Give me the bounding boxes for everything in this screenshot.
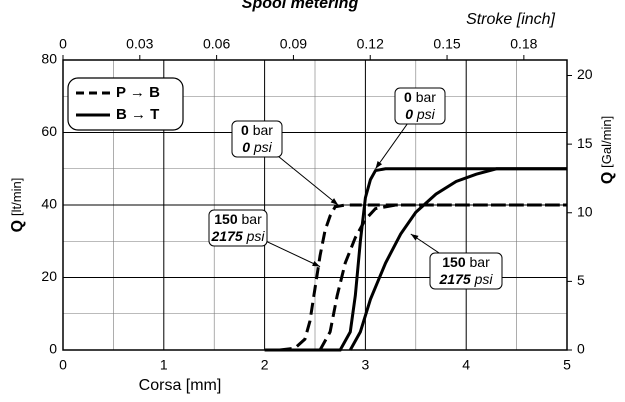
y-tick-label: 0 <box>49 341 57 357</box>
x-tick-label: 4 <box>462 357 470 373</box>
psi-value: 2175 <box>439 271 471 287</box>
arrow-head <box>375 161 383 169</box>
annotation-bar: 150 bar <box>214 211 262 227</box>
line <box>348 167 567 351</box>
legend-label: B → T <box>116 106 159 123</box>
annotation-psi: 2175 psi <box>439 271 494 287</box>
arrow-head <box>312 260 321 267</box>
legend-box <box>67 77 184 131</box>
bar-unit: bar <box>253 122 274 138</box>
x-label: Corsa [mm] <box>139 377 222 394</box>
x2-tick-label: 0.06 <box>203 36 230 52</box>
bar-unit: bar <box>242 211 263 227</box>
annotation-box <box>394 87 446 125</box>
x-tick-label: 1 <box>160 357 168 373</box>
legend-label: P → B <box>116 84 160 101</box>
annotation-psi: 0 psi <box>405 106 435 122</box>
bar-value: 0 <box>241 122 249 138</box>
axis-label: Q [lt/min] <box>9 178 27 233</box>
x2-label: Stroke [inch] <box>466 11 555 28</box>
annotation-box <box>429 252 503 290</box>
arrow-head <box>330 198 339 205</box>
chart-title: Spool metering <box>242 0 359 12</box>
psi-value: 2175 <box>211 228 243 244</box>
annotation-bar: 0 bar <box>404 89 436 105</box>
x-tick-label: 3 <box>362 357 370 373</box>
y2-tick-label: 15 <box>577 135 593 151</box>
psi-unit: psi <box>246 228 266 244</box>
y2-tick-label: 10 <box>577 203 593 219</box>
axis-unit: [lt/min] <box>9 178 24 216</box>
x2-tick-label: 0.12 <box>357 36 384 52</box>
line <box>279 203 567 352</box>
annotation-bar: 150 bar <box>442 254 490 270</box>
line <box>264 167 567 352</box>
x2-tick-label: 0 <box>59 36 67 52</box>
y-tick-label: 80 <box>41 51 57 67</box>
axis-unit: [Gal/min] <box>599 116 614 168</box>
psi-unit: psi <box>253 139 273 155</box>
axis-symbol: Q <box>599 172 616 184</box>
arrow-head <box>410 234 419 241</box>
annotation-psi: 2175 psi <box>211 228 266 244</box>
x-tick-label: 2 <box>261 357 269 373</box>
axis-label: Q [Gal/min] <box>599 116 617 184</box>
x-tick-label: 5 <box>563 357 571 373</box>
psi-unit: psi <box>416 106 436 122</box>
bar-value: 150 <box>214 211 238 227</box>
y-tick-label: 40 <box>41 196 57 212</box>
x2-tick-label: 0.15 <box>433 36 460 52</box>
bar-unit: bar <box>470 254 491 270</box>
bar-value: 150 <box>442 254 466 270</box>
annotation-bar: 0 bar <box>241 122 273 138</box>
y2-tick-label: 5 <box>577 272 585 288</box>
annotation-box <box>208 209 268 247</box>
x2-tick-label: 0.09 <box>280 36 307 52</box>
x2-tick-label: 0.03 <box>126 36 153 52</box>
psi-unit: psi <box>474 271 494 287</box>
annotation-psi: 0 psi <box>242 139 272 155</box>
x2-tick-label: 0.18 <box>510 36 537 52</box>
annotation-box <box>231 120 283 158</box>
y-tick-label: 60 <box>41 123 57 139</box>
y2-tick-label: 0 <box>577 341 585 357</box>
psi-value: 0 <box>242 139 250 155</box>
axis-symbol: Q <box>9 220 26 232</box>
y2-tick-label: 20 <box>577 66 593 82</box>
x-tick-label: 0 <box>59 357 67 373</box>
bar-value: 0 <box>404 89 412 105</box>
psi-value: 0 <box>405 106 413 122</box>
line <box>318 203 567 351</box>
bar-unit: bar <box>416 89 437 105</box>
y-tick-label: 20 <box>41 268 57 284</box>
